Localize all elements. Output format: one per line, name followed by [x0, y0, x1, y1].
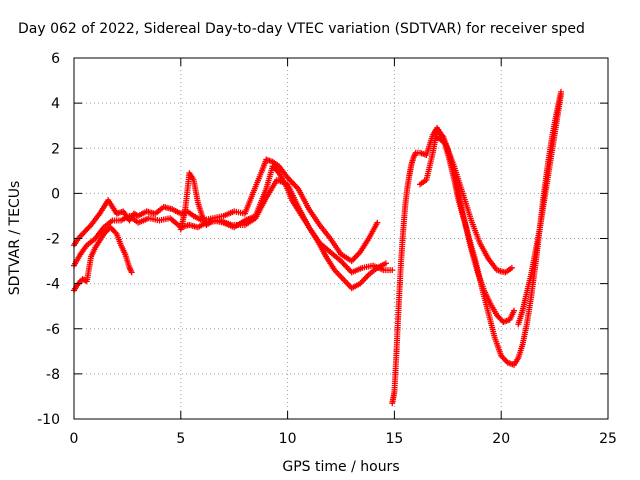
y-tick-label: -4	[46, 277, 60, 293]
data-point	[511, 307, 518, 314]
x-tick-label: 20	[492, 431, 510, 447]
x-tick-label: 25	[599, 431, 617, 447]
y-axis-label: SDTVAR / TECUs	[7, 181, 23, 296]
y-tick-label: 0	[51, 186, 60, 202]
series-track-F	[417, 88, 565, 368]
y-tick-label: 2	[51, 141, 60, 157]
grid-lines	[74, 58, 608, 419]
y-tick-label: -8	[46, 367, 60, 383]
chart-title: Day 062 of 2022, Sidereal Day-to-day VTE…	[18, 21, 585, 37]
x-tick-label: 10	[279, 431, 297, 447]
y-tick-label: 4	[51, 96, 60, 112]
x-tick-label: 5	[176, 431, 185, 447]
y-tick-label: 6	[51, 51, 60, 67]
x-tick-label: 0	[70, 431, 79, 447]
data-point	[389, 267, 396, 274]
series-track-C	[71, 224, 135, 294]
x-tick-label: 15	[385, 431, 403, 447]
series-track-H	[515, 91, 565, 328]
data-point	[508, 264, 515, 271]
x-axis-label: GPS time / hours	[282, 459, 399, 475]
series-track-D	[177, 163, 389, 292]
y-tick-label: -6	[46, 322, 60, 338]
data-point	[374, 219, 381, 226]
data-point	[128, 269, 135, 276]
y-tick-label: -10	[37, 412, 60, 428]
data-point	[382, 260, 389, 267]
y-tick-label: -2	[46, 232, 60, 248]
series-track-G	[434, 133, 515, 276]
series-track-A	[71, 156, 381, 265]
data-point	[558, 91, 565, 98]
axis-ticks: 0 5 10 15 20 25 -10 -8 -6 -4 -2 0 2 4 6	[37, 51, 617, 447]
data-points	[71, 88, 565, 407]
